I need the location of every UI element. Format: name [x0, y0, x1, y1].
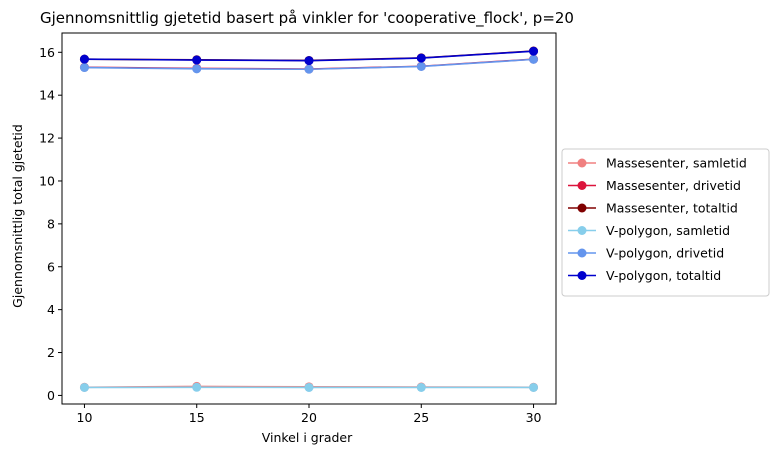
- x-axis-label: Vinkel i grader: [262, 430, 353, 445]
- data-point: [416, 61, 426, 71]
- series-layer: [79, 46, 539, 392]
- y-tick-label: 2: [47, 345, 55, 360]
- x-tick-label: 25: [413, 410, 429, 425]
- legend-marker: [577, 181, 587, 190]
- data-point: [304, 56, 314, 66]
- plot-area: [61, 32, 557, 405]
- series-6: [79, 46, 539, 66]
- legend-label: Massesenter, totaltid: [606, 201, 738, 216]
- series-5: [79, 54, 539, 74]
- legend: Massesenter, samletid Massesenter, drivet…: [561, 148, 770, 297]
- x-tick-label: 30: [526, 410, 542, 425]
- data-point: [79, 54, 89, 64]
- legend-item: V-polygon, samletid: [568, 223, 730, 238]
- legend-label: V-polygon, drivetid: [606, 246, 724, 261]
- legend-item: Massesenter, totaltid: [568, 201, 738, 216]
- legend-frame: [561, 148, 770, 297]
- data-point: [416, 382, 426, 392]
- legend-item: V-polygon, totaltid: [568, 268, 721, 283]
- y-tick-label: 6: [47, 259, 55, 274]
- legend-marker: [577, 248, 587, 258]
- legend-marker: [577, 271, 587, 280]
- chart-title: Gjennomsnittlig gjetetid basert på vinkl…: [40, 9, 574, 28]
- data-point: [79, 382, 89, 392]
- legend-item: Massesenter, samletid: [568, 156, 747, 171]
- data-point: [192, 382, 202, 392]
- data-point: [304, 64, 314, 74]
- data-point: [416, 53, 426, 63]
- data-point: [192, 64, 202, 74]
- data-point: [529, 382, 539, 392]
- data-point: [304, 382, 314, 392]
- y-tick-label: 10: [39, 173, 55, 188]
- x-tick-label: 20: [301, 410, 317, 425]
- data-point: [79, 63, 89, 73]
- data-point: [529, 46, 539, 56]
- data-point: [529, 54, 539, 64]
- x-axis: 10 15 20 25 30: [77, 404, 542, 425]
- legend-item: V-polygon, drivetid: [568, 246, 724, 261]
- y-tick-label: 12: [39, 131, 55, 146]
- legend-marker: [577, 158, 587, 168]
- y-tick-label: 4: [47, 302, 55, 317]
- x-tick-label: 10: [77, 410, 93, 425]
- legend-marker: [577, 203, 587, 213]
- y-tick-label: 0: [47, 388, 55, 403]
- x-tick-label: 15: [189, 410, 205, 425]
- legend-label: V-polygon, totaltid: [606, 268, 721, 283]
- series-4: [79, 382, 539, 392]
- y-axis: 0 2 4 6 8 10 12 14 16: [39, 45, 62, 403]
- legend-label: Massesenter, drivetid: [606, 178, 741, 193]
- legend-marker: [577, 226, 587, 235]
- y-axis-label: Gjennomsnittlig total gjetetid: [10, 124, 25, 308]
- y-tick-label: 8: [47, 216, 55, 231]
- y-tick-label: 14: [39, 88, 55, 103]
- data-point: [192, 55, 202, 65]
- plot-frame: [61, 32, 557, 405]
- legend-label: Massesenter, samletid: [606, 156, 747, 171]
- y-tick-label: 16: [39, 45, 55, 60]
- legend-label: V-polygon, samletid: [606, 223, 730, 238]
- legend-item: Massesenter, drivetid: [568, 178, 741, 193]
